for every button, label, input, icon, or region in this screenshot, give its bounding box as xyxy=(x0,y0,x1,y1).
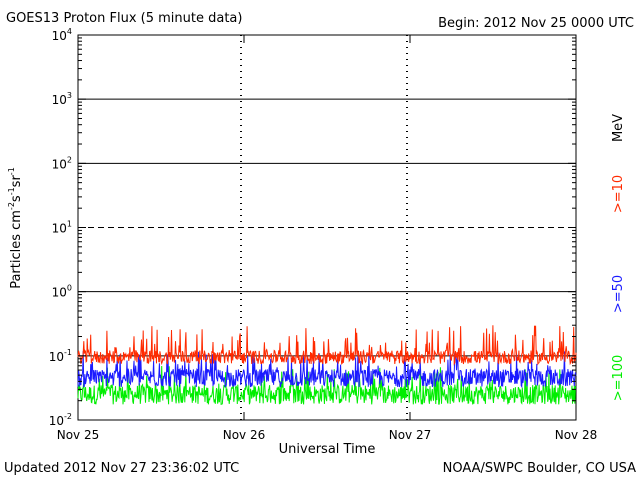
credit-label: NOAA/SWPC Boulder, CO USA xyxy=(443,461,636,476)
legend-entry: >=50 xyxy=(611,275,626,313)
begin-label: Begin: 2012 Nov 25 0000 UTC xyxy=(438,16,634,31)
y-tick-label: 104 xyxy=(52,27,72,43)
series-line xyxy=(77,325,577,366)
x-axis-label: Universal Time xyxy=(279,442,376,457)
x-tick-label: Nov 27 xyxy=(389,428,432,442)
x-tick-label: Nov 26 xyxy=(223,428,266,442)
series-layer xyxy=(77,325,577,405)
legend: >=10 >=50 >=100 xyxy=(611,175,626,401)
y-axis-ticks: 10-2 10-1 100 101 102 103 104 xyxy=(49,27,576,428)
x-axis-ticks: Nov 25 Nov 26 Nov 27 Nov 28 xyxy=(57,35,598,442)
series-line xyxy=(77,365,577,405)
y-tick-label: 100 xyxy=(52,284,72,300)
legend-entry: >=100 xyxy=(611,355,626,402)
y-tick-label: 10-2 xyxy=(49,412,72,428)
grid-lines xyxy=(78,98,576,357)
chart-title: GOES13 Proton Flux (5 minute data) xyxy=(6,11,242,26)
legend-entry: >=10 xyxy=(611,175,626,213)
y-tick-label: 10-1 xyxy=(49,348,72,364)
y-tick-label: 102 xyxy=(52,155,72,171)
updated-timestamp: Updated 2012 Nov 27 23:36:02 UTC xyxy=(4,461,239,476)
x-tick-label: Nov 28 xyxy=(555,428,598,442)
y-tick-label: 101 xyxy=(52,220,72,236)
y-tick-label: 103 xyxy=(52,91,72,107)
y-axis-label: Particles cm-2s-1sr-1 xyxy=(7,167,24,289)
series-line xyxy=(77,351,577,389)
day-separator-marks xyxy=(240,35,408,420)
legend-unit: MeV xyxy=(611,114,626,142)
x-tick-label: Nov 25 xyxy=(57,428,100,442)
